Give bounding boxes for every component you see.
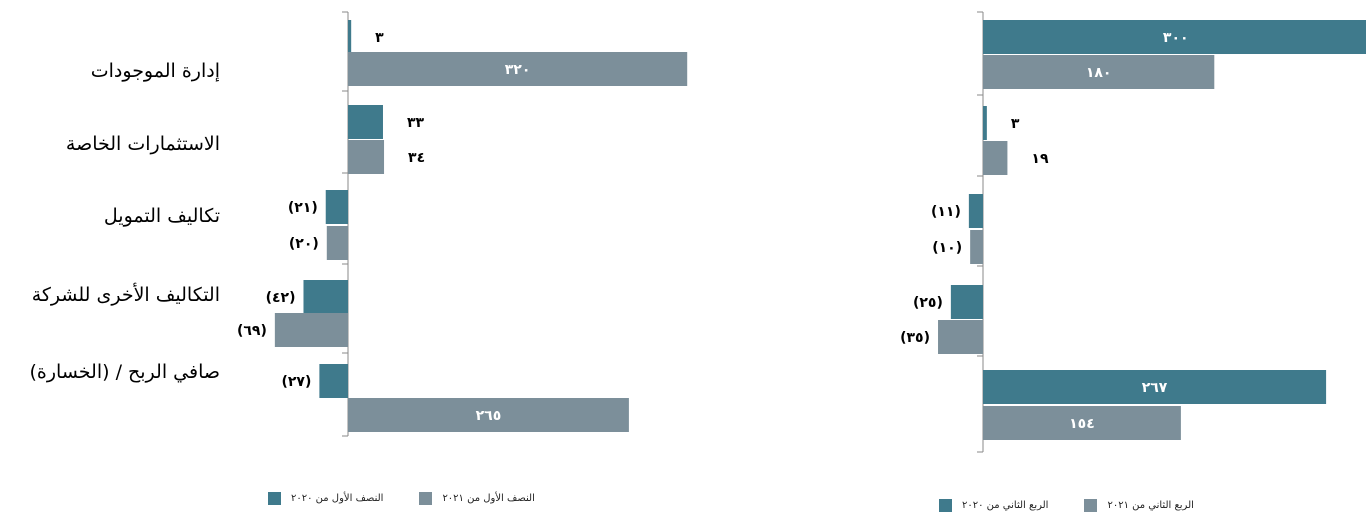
h1-bar-s0-c0 [348, 20, 352, 54]
legend-item-h1-2021: النصف الأول من ٢٠٢١ [419, 492, 535, 505]
q2-bar-s1-c4 [983, 406, 1181, 440]
legend-item-q2-2021: الربع الثاني من ٢٠٢١ [1084, 499, 1194, 512]
h1-bar-s1-c4 [348, 398, 629, 432]
q2-bar-s1-c0 [983, 55, 1215, 89]
legend-swatch-h1-2020 [268, 492, 281, 505]
legend-swatch-q2-2021 [1084, 499, 1098, 512]
h1-bar-s0-c4 [319, 364, 348, 398]
q2-data-label-s1-c2: (١٠) [932, 240, 962, 256]
q2-data-label-s1-c4: ١٥٤ [1069, 416, 1095, 432]
q2-data-label-s0-c4: ٢٦٧ [1142, 380, 1168, 396]
legend-item-q2-2020: الربع الثاني من ٢٠٢٠ [939, 499, 1048, 512]
legend-swatch-q2-2020 [939, 499, 952, 512]
q2-data-label-s0-c0: ٣٠٠ [1163, 30, 1189, 46]
h1-data-label-s1-c0: ٣٢٠ [505, 62, 531, 78]
h1-data-label-s0-c3: (٤٢) [266, 290, 296, 306]
q2-bar-s0-c3 [950, 285, 983, 319]
h1-bar-s0-c2 [325, 190, 348, 224]
category-label-asset-management: إدارة الموجودات [90, 60, 220, 82]
h1-data-label-s1-c4: ٢٦٥ [476, 408, 502, 424]
q2-bar-s0-c4 [983, 370, 1327, 404]
category-label-financing-costs: تكاليف التمويل [103, 205, 220, 227]
h1-data-label-s0-c1: ٣٣ [407, 115, 425, 131]
category-label-net-profit-loss: صافي الربح / (الخسارة) [29, 361, 221, 383]
h1-data-label-s0-c2: (٢١) [288, 200, 318, 216]
q2-data-label-s1-c0: ١٨٠ [1086, 65, 1112, 81]
q2-data-label-s1-c1: ١٩ [1031, 151, 1049, 167]
h1-bar-s0-c3 [303, 280, 348, 314]
q2-bar-s0-c0 [983, 20, 1366, 54]
h1-bar-s1-c3 [274, 313, 348, 347]
q2-data-label-s0-c2: (١١) [931, 204, 961, 220]
h1-bar-s1-c2 [326, 226, 348, 260]
h1-data-label-s1-c2: (٢٠) [289, 236, 319, 252]
h1-bar-s0-c1 [348, 105, 383, 139]
q2-bar-s1-c2 [970, 230, 983, 264]
legend-label-q2-2020: الربع الثاني من ٢٠٢٠ [962, 500, 1049, 511]
h1-data-label-s0-c4: (٢٧) [281, 374, 311, 390]
legend-label-h1-2020: النصف الأول من ٢٠٢٠ [291, 493, 384, 504]
legend-item-h1-2020: النصف الأول من ٢٠٢٠ [268, 492, 383, 505]
legend-right: الربع الثاني من ٢٠٢٠ الربع الثاني من ٢٠٢… [939, 499, 1194, 512]
h1-bar-s1-c1 [348, 140, 385, 174]
category-label-private-equity: الاستثمارات الخاصة [65, 133, 220, 155]
q2-data-label-s0-c3: (٢٥) [913, 295, 943, 311]
legend-label-q2-2021: الربع الثاني من ٢٠٢١ [1107, 500, 1194, 511]
h1-data-label-s0-c0: ٣ [375, 30, 384, 46]
q2-bar-s0-c2 [968, 194, 983, 228]
q2-bar-s1-c3 [938, 320, 983, 354]
q2-bar-s0-c1 [983, 106, 987, 140]
legend-swatch-h1-2021 [419, 492, 433, 505]
legend-label-h1-2021: النصف الأول من ٢٠٢١ [442, 493, 535, 504]
h1-bar-s1-c0 [348, 52, 688, 86]
q2-bar-s1-c1 [983, 141, 1008, 175]
q2-data-label-s1-c3: (٣٥) [900, 330, 930, 346]
legend-left: النصف الأول من ٢٠٢٠ النصف الأول من ٢٠٢١ [268, 492, 535, 505]
h1-data-label-s1-c3: (٦٩) [237, 323, 267, 339]
q2-data-label-s0-c1: ٣ [1011, 116, 1020, 132]
h1-data-label-s1-c1: ٣٤ [408, 150, 425, 166]
category-label-other-corporate-costs: التكاليف الأخرى للشركة [31, 284, 220, 306]
